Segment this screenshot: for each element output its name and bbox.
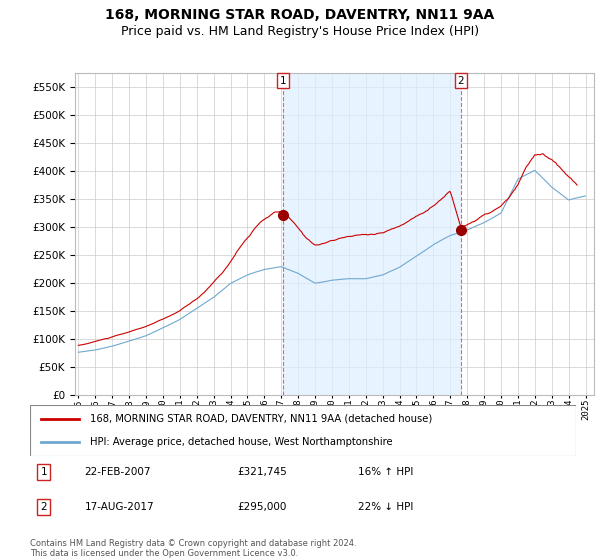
Text: £295,000: £295,000	[238, 502, 287, 512]
Text: 168, MORNING STAR ROAD, DAVENTRY, NN11 9AA: 168, MORNING STAR ROAD, DAVENTRY, NN11 9…	[106, 8, 494, 22]
Text: 168, MORNING STAR ROAD, DAVENTRY, NN11 9AA (detached house): 168, MORNING STAR ROAD, DAVENTRY, NN11 9…	[90, 414, 433, 424]
Text: 1: 1	[40, 468, 47, 478]
Text: 17-AUG-2017: 17-AUG-2017	[85, 502, 154, 512]
Text: 22% ↓ HPI: 22% ↓ HPI	[358, 502, 413, 512]
Text: 2: 2	[40, 502, 47, 512]
Text: 1: 1	[280, 76, 287, 86]
Text: £321,745: £321,745	[238, 468, 287, 478]
Bar	[283, 73, 461, 395]
Text: 16% ↑ HPI: 16% ↑ HPI	[358, 468, 413, 478]
Text: Contains HM Land Registry data © Crown copyright and database right 2024.
This d: Contains HM Land Registry data © Crown c…	[30, 539, 356, 558]
Text: 2: 2	[457, 76, 464, 86]
Text: 22-FEB-2007: 22-FEB-2007	[85, 468, 151, 478]
Text: Price paid vs. HM Land Registry's House Price Index (HPI): Price paid vs. HM Land Registry's House …	[121, 25, 479, 38]
Text: HPI: Average price, detached house, West Northamptonshire: HPI: Average price, detached house, West…	[90, 437, 392, 447]
